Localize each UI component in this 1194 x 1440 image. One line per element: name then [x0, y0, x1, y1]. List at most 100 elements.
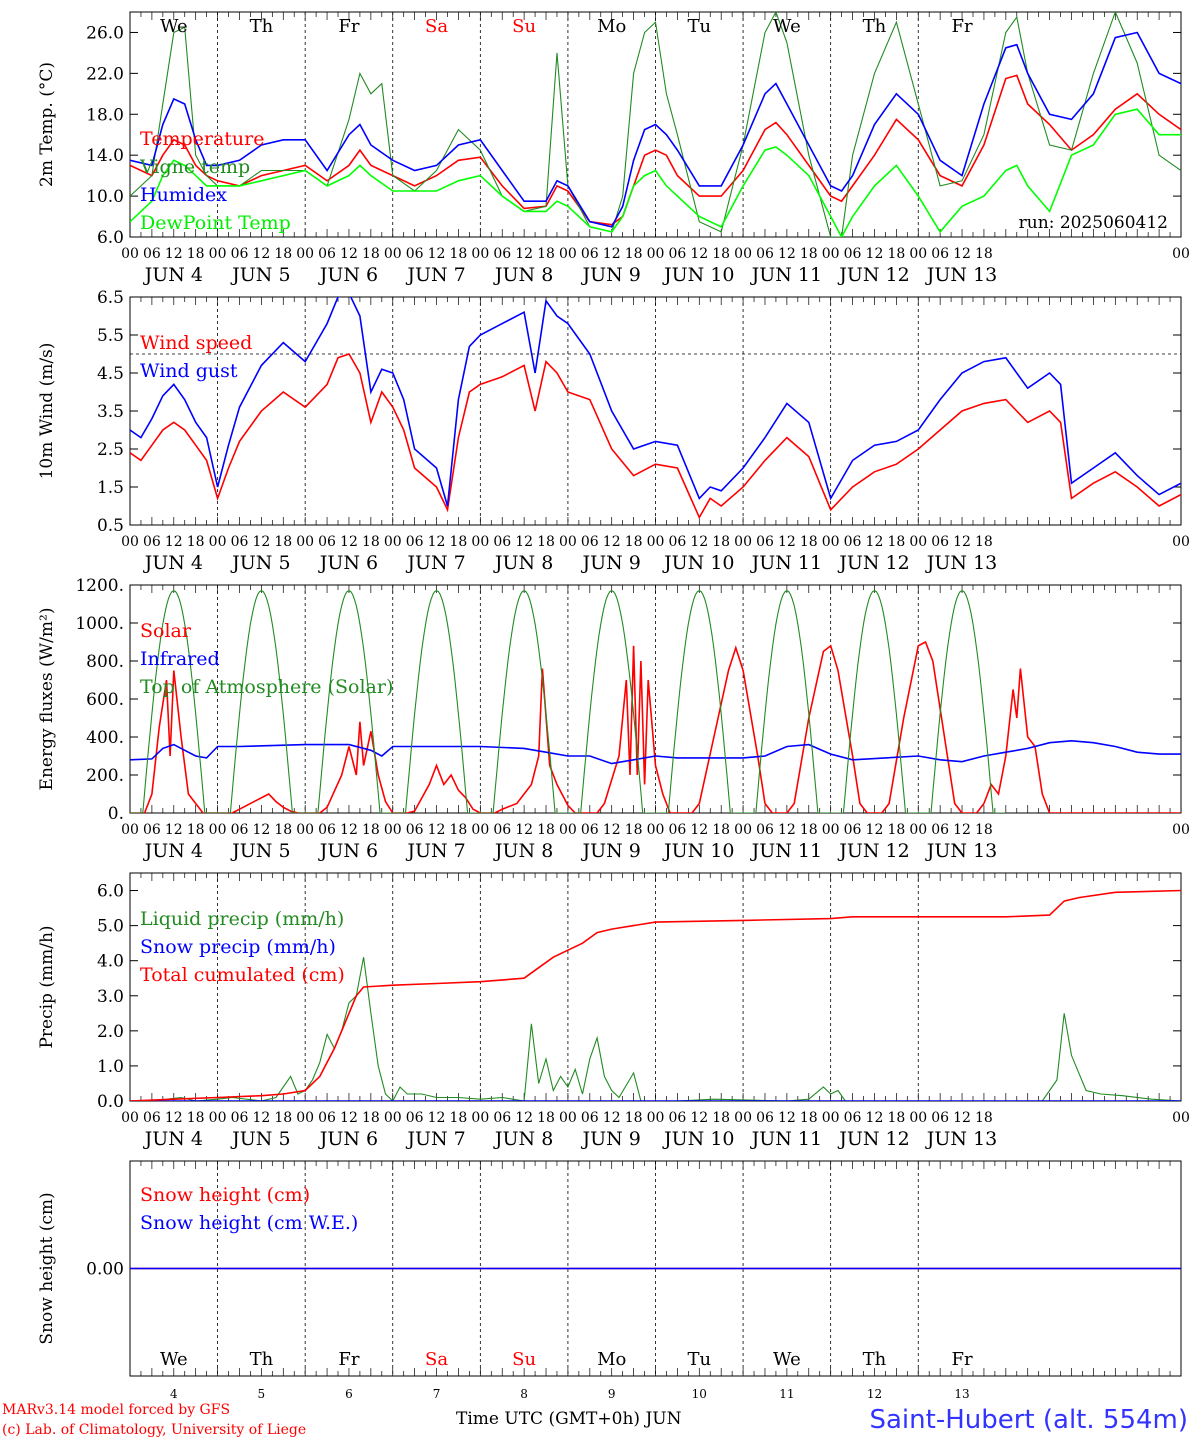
x-tick-label: 12 — [603, 534, 621, 550]
x-tick-label: 12 — [165, 246, 183, 262]
x-tick-label: 18 — [537, 822, 555, 838]
series-line — [130, 31, 1181, 228]
x-tick-label: 18 — [274, 1110, 292, 1126]
x-tick-label: 06 — [493, 534, 511, 550]
x-tick-label: 06 — [231, 246, 249, 262]
date-label: JUN 12 — [837, 840, 909, 862]
weekday-label: We — [773, 1349, 801, 1370]
x-tick-label: 18 — [362, 534, 380, 550]
x-tick-label: 18 — [887, 534, 905, 550]
y-axis-label: 10m Wind (m/s) — [37, 343, 57, 480]
y-tick-label: 4.0 — [97, 952, 124, 972]
panel-4: 0.0 1.0 2.0 3.0 4.0 5.0 6.0 Precip (mm/h) Liquid… — [37, 872, 1190, 1150]
date-label: JUN 8 — [493, 840, 553, 862]
date-label: JUN 11 — [750, 840, 822, 862]
weekday-label: We — [773, 16, 801, 37]
date-label: JUN 12 — [837, 1128, 909, 1150]
x-tick-label: 00 — [1172, 1110, 1190, 1126]
x-tick-label: 18 — [975, 534, 993, 550]
x-tick-label: 06 — [756, 1110, 774, 1126]
legend-entry: Snow height (cm) — [140, 1184, 310, 1206]
x-tick-label: 00 — [822, 246, 840, 262]
panel-5: 0.00 Snow height (cm) Snow height (cm) Snow… — [37, 1160, 1182, 1401]
x-tick-label: 18 — [537, 534, 555, 550]
date-label: JUN 4 — [143, 840, 203, 862]
x-tick-label: 00 — [209, 534, 227, 550]
x-tick-label: 12 — [778, 534, 796, 550]
x-tick-label: 18 — [625, 822, 643, 838]
x-tick-label: 06 — [318, 1110, 336, 1126]
x-tick-label: 06 — [493, 246, 511, 262]
date-label: JUN 7 — [405, 552, 465, 574]
x-tick-label: 06 — [581, 534, 599, 550]
date-label: JUN 9 — [581, 840, 641, 862]
y-tick-label: 10.0 — [86, 187, 124, 207]
date-label: JUN 8 — [493, 264, 553, 286]
x-tick-label: 18 — [450, 822, 468, 838]
legend-entry: Infrared — [140, 648, 220, 670]
x-tick-label: 18 — [187, 246, 205, 262]
x-tick-label: 00 — [559, 534, 577, 550]
panel-2: 0.5 1.5 2.5 3.5 4.5 5.5 6.5 10m Wind (m/s) Wind … — [37, 288, 1190, 574]
x-tick-label: 00 — [822, 822, 840, 838]
date-label: JUN 6 — [318, 840, 378, 862]
series-line — [130, 590, 1006, 813]
date-number: 8 — [520, 1387, 528, 1401]
x-tick-label: 00 — [559, 246, 577, 262]
weekday-label: We — [160, 16, 188, 37]
x-tick-label: 18 — [712, 246, 730, 262]
legend-entry: Wind speed — [140, 332, 252, 354]
x-tick-label: 06 — [844, 246, 862, 262]
x-tick-label: 00 — [471, 246, 489, 262]
y-tick-label: 6.0 — [97, 882, 124, 902]
credit-line: (c) Lab. of Climatology, University of L… — [2, 1422, 306, 1438]
date-label: JUN 6 — [318, 264, 378, 286]
x-tick-label: 12 — [428, 822, 446, 838]
x-tick-label: 18 — [712, 822, 730, 838]
date-label: JUN 13 — [925, 264, 997, 286]
x-tick-label: 18 — [625, 1110, 643, 1126]
date-label: JUN 6 — [318, 1128, 378, 1150]
x-tick-label: 12 — [165, 534, 183, 550]
x-tick-label: 06 — [756, 822, 774, 838]
x-tick-label: 12 — [252, 822, 270, 838]
date-number: 10 — [692, 1387, 707, 1401]
weekday-label: Fr — [951, 16, 972, 37]
x-tick-label: 12 — [866, 1110, 884, 1126]
x-tick-label: 00 — [121, 246, 139, 262]
x-tick-label: 18 — [537, 1110, 555, 1126]
date-label: JUN 5 — [230, 264, 290, 286]
y-tick-label: 0. — [108, 804, 124, 824]
x-tick-label: 06 — [668, 822, 686, 838]
series-line — [130, 640, 1181, 813]
x-tick-label: 12 — [252, 534, 270, 550]
x-tick-label: 12 — [690, 246, 708, 262]
x-tick-label: 12 — [603, 1110, 621, 1126]
y-tick-label: 6.0 — [97, 228, 124, 248]
x-tick-label: 00 — [296, 246, 314, 262]
y-tick-label: 6.5 — [97, 288, 124, 308]
x-tick-label: 18 — [187, 534, 205, 550]
x-tick-label: 18 — [887, 246, 905, 262]
date-label: JUN 11 — [750, 264, 822, 286]
legend-entry: Top of Atmosphere (Solar) — [140, 676, 393, 698]
weekday-label: Th — [250, 1349, 274, 1370]
y-tick-label: 800. — [86, 652, 124, 672]
date-label: JUN 9 — [581, 264, 641, 286]
x-tick-label: 12 — [165, 822, 183, 838]
x-tick-label: 06 — [931, 534, 949, 550]
x-tick-label: 18 — [362, 822, 380, 838]
x-tick-label: 06 — [231, 534, 249, 550]
x-tick-label: 00 — [471, 822, 489, 838]
date-label: JUN 6 — [318, 552, 378, 574]
date-label: JUN 12 — [837, 552, 909, 574]
x-tick-label: 00 — [734, 1110, 752, 1126]
date-label: JUN 7 — [405, 264, 465, 286]
x-tick-label: 06 — [581, 1110, 599, 1126]
x-tick-label: 06 — [756, 246, 774, 262]
date-number: 12 — [867, 1387, 882, 1401]
weekday-label: Th — [863, 1349, 887, 1370]
y-tick-label: 0.0 — [97, 1092, 124, 1112]
series-line — [130, 297, 1181, 507]
x-tick-label: 00 — [296, 1110, 314, 1126]
